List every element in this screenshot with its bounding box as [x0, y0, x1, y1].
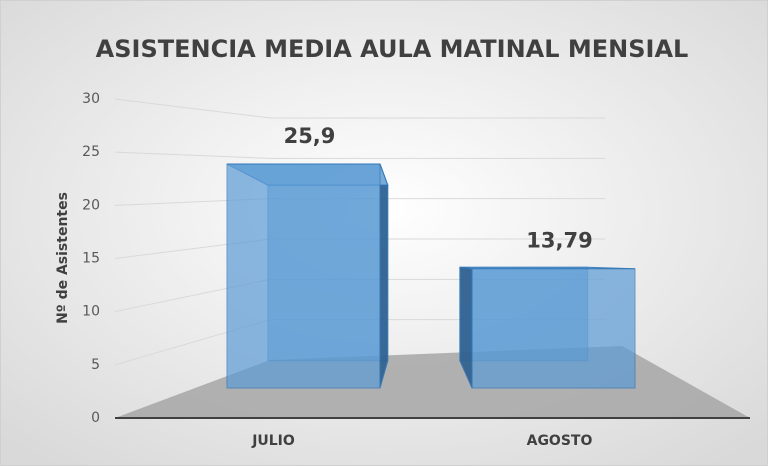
y-tick-label: 5	[91, 357, 100, 373]
value-label: 13,79	[526, 229, 592, 253]
chart-title: ASISTENCIA MEDIA AULA MATINAL MENSIAL	[96, 35, 689, 63]
y-axis-label: Nº de Asistentes	[55, 192, 71, 324]
x-tick-label: AGOSTO	[527, 433, 593, 449]
bar-side	[379, 163, 389, 389]
y-tick-label: 0	[91, 410, 100, 426]
value-label: 25,9	[284, 124, 336, 148]
y-tick-label: 10	[82, 304, 100, 320]
x-tick-label: JULIO	[251, 433, 295, 449]
y-tick-label: 15	[82, 251, 100, 267]
y-tick-label: 20	[82, 197, 100, 213]
grid-line	[114, 98, 605, 119]
grid-line	[114, 151, 605, 159]
bar	[471, 268, 636, 389]
bar	[226, 163, 381, 389]
y-tick-label: 30	[82, 91, 100, 107]
y-tick-label: 25	[82, 144, 100, 160]
